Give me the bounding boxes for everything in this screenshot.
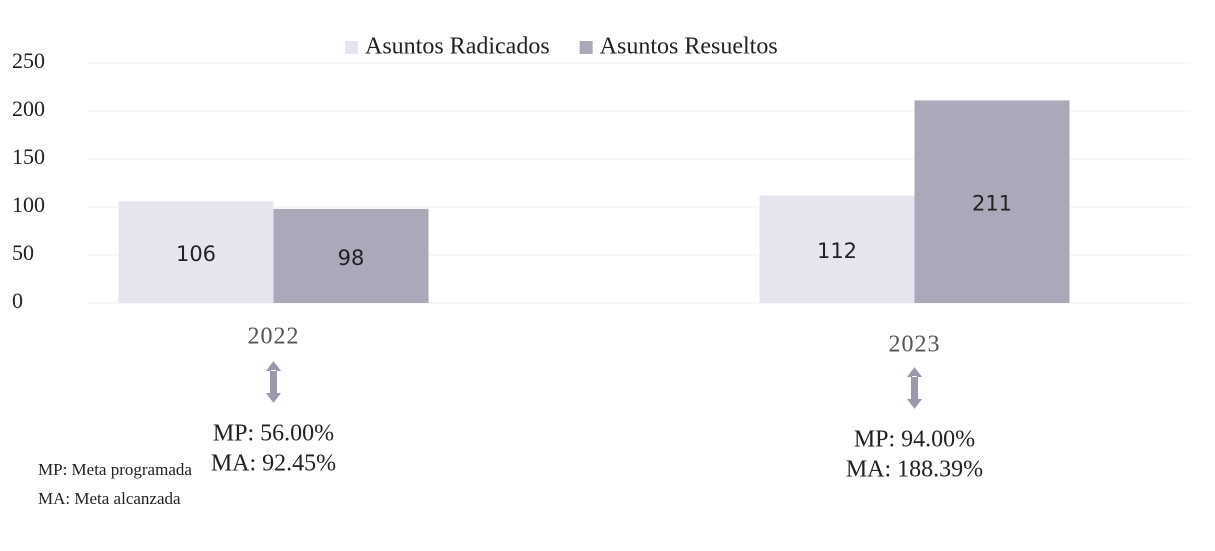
annotation: MP: 56.00% [213, 421, 334, 447]
note: MA: Meta alcanzada [38, 489, 181, 508]
y-tick-label: 100 [12, 192, 45, 217]
x-tick-label: 2023 [889, 332, 941, 358]
bar [759, 195, 915, 303]
data-label: 112 [817, 239, 857, 263]
legend-swatch [345, 41, 358, 54]
y-tick-label: 0 [12, 288, 23, 313]
legend-label: Asuntos Radicados [365, 34, 550, 60]
note: MP: Meta programada [38, 460, 192, 479]
x-tick-label: 2022 [248, 324, 300, 350]
data-label: 106 [176, 242, 216, 266]
arrow [266, 361, 281, 403]
arrow [907, 367, 922, 409]
legend-swatch [579, 41, 593, 54]
bar [273, 208, 429, 303]
y-tick-label: 150 [12, 144, 45, 169]
annotation: MA: 92.45% [211, 451, 336, 477]
y-tick-label: 200 [12, 96, 45, 121]
legend-label: Asuntos Resueltos [600, 34, 778, 60]
annotation: MP: 94.00% [854, 427, 975, 453]
data-label: 98 [338, 246, 365, 270]
data-label: 211 [972, 192, 1012, 216]
annotation: MA: 188.39% [846, 457, 983, 483]
bar [914, 100, 1070, 303]
bar [118, 201, 274, 303]
y-tick-label: 50 [12, 240, 34, 265]
y-tick-label: 250 [12, 48, 45, 73]
